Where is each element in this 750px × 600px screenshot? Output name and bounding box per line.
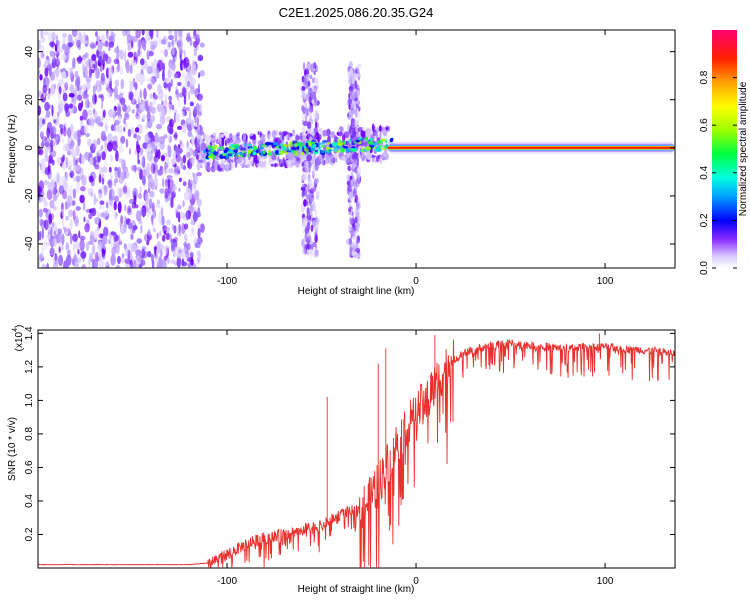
snr-y-tick-label: 0.8 (24, 427, 35, 441)
colorbar-tick-label: 0.8 (699, 70, 710, 84)
snr-y-label: SNR (10 * v/v) (7, 417, 18, 481)
spectrogram-heatmap (38, 30, 675, 268)
spectrogram-y-tick-label: -40 (24, 236, 35, 251)
snr-y-tick-label: 1.2 (24, 359, 35, 373)
spectrogram-y-tick-label: 40 (24, 46, 35, 58)
colorbar-label: Normalized spectral amplitude (738, 81, 749, 216)
carrier-line (387, 146, 675, 149)
snr-scale-base: (x10 (14, 331, 25, 351)
spectrogram-y-tick-label: -20 (24, 188, 35, 203)
snr-ticks: -100 0 100 0.2 0.4 0.6 0.8 1.0 1.2 1.4 (24, 326, 675, 587)
spectrogram-y-tick-label: 0 (24, 145, 35, 151)
snr-y-tick-label: 0.2 (24, 527, 35, 541)
snr-y-tick-label: 1.0 (24, 393, 35, 407)
snr-y-tick-label: 0.6 (24, 460, 35, 474)
colorbar-tick-label: 0.4 (699, 165, 710, 179)
spectrogram-x-tick-label: -100 (217, 276, 237, 287)
snr-x-label: Height of straight line (km) (298, 584, 415, 595)
snr-scale-exp: 4 (12, 328, 19, 332)
snr-y-tick-label: 0.4 (24, 494, 35, 508)
svg-text:(x104): (x104) (12, 325, 25, 352)
snr-x-tick-label: 0 (413, 576, 419, 587)
spectrogram-x-tick-label: 100 (597, 276, 614, 287)
colorbar: 0.0 0.2 0.4 0.6 0.8 Normalized spectral ampl… (699, 30, 749, 275)
snr-series-line (38, 333, 675, 568)
spectrogram-x-tick-label: 0 (413, 276, 419, 287)
spectrogram-panel: -100 0 100 -40 -20 0 20 40 Height of straight l… (7, 29, 676, 297)
spectrogram-y-label: Frequency (Hz) (7, 115, 18, 184)
spectrogram-ticks: -100 0 100 -40 -20 0 20 40 (24, 30, 675, 287)
spectrogram-x-label: Height of straight line (km) (298, 286, 415, 297)
colorbar-gradient (712, 30, 737, 268)
colorbar-ticks: 0.0 0.2 0.4 0.6 0.8 (699, 70, 737, 275)
snr-panel: -100 0 100 0.2 0.4 0.6 0.8 1.0 1.2 1.4 Height of … (7, 325, 676, 595)
colorbar-tick-label: 0.6 (699, 118, 710, 132)
chart-title: C2E1.2025.086.20.35.G24 (279, 5, 434, 20)
colorbar-tick-label: 0.0 (699, 261, 710, 275)
spectrogram-y-tick-label: 20 (24, 94, 35, 106)
spectrogram-frame (37, 29, 676, 269)
snr-x-tick-label: -100 (217, 576, 237, 587)
snr-scale-label: (x104) (12, 325, 25, 352)
colorbar-tick-label: 0.2 (699, 213, 710, 227)
snr-frame (37, 329, 676, 569)
snr-x-tick-label: 100 (597, 576, 614, 587)
snr-y-tick-label: 1.4 (24, 326, 35, 340)
